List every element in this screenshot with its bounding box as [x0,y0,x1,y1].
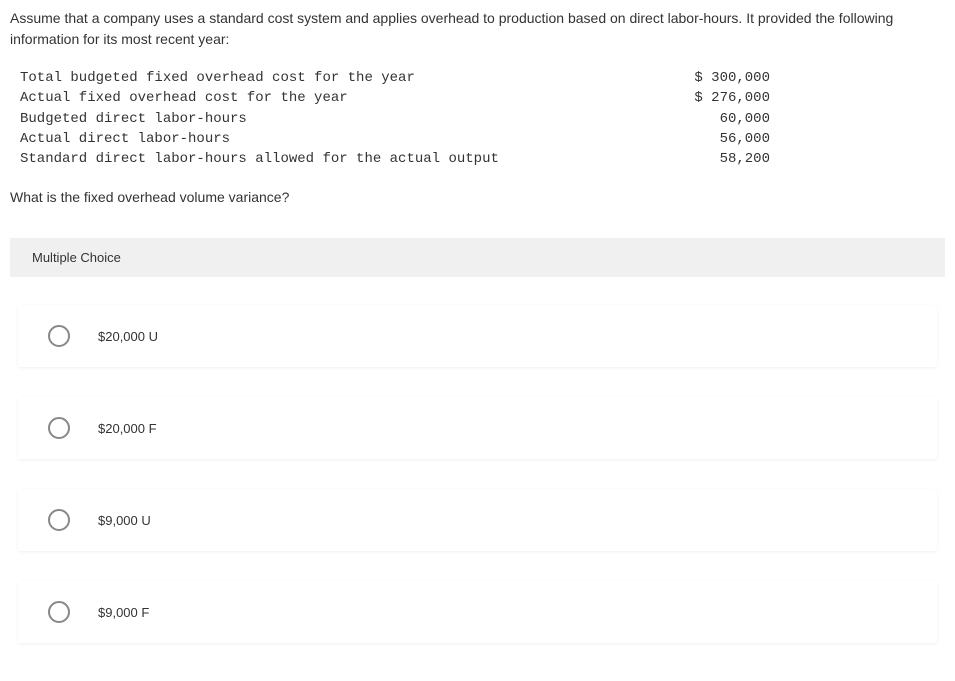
row-label: Budgeted direct labor-hours [20,109,640,129]
table-row: Budgeted direct labor-hours 60,000 [20,109,945,129]
row-label: Actual direct labor-hours [20,129,640,149]
option-label: $9,000 U [98,513,151,528]
row-value: 60,000 [640,109,770,129]
row-value: $ 276,000 [640,88,770,108]
row-label: Actual fixed overhead cost for the year [20,88,640,108]
question-text: What is the fixed overhead volume varian… [10,187,945,208]
row-value: 58,200 [640,149,770,169]
data-table: Total budgeted fixed overhead cost for t… [20,68,945,169]
row-label: Standard direct labor-hours allowed for … [20,149,640,169]
options-container: $20,000 U $20,000 F $9,000 U $9,000 F [10,305,945,643]
radio-icon[interactable] [48,509,70,531]
radio-icon[interactable] [48,417,70,439]
question-intro: Assume that a company uses a standard co… [10,8,945,50]
row-value: 56,000 [640,129,770,149]
answer-option[interactable]: $9,000 F [18,581,937,643]
option-label: $20,000 F [98,421,157,436]
answer-option[interactable]: $9,000 U [18,489,937,551]
option-label: $20,000 U [98,329,158,344]
answer-option[interactable]: $20,000 U [18,305,937,367]
radio-icon[interactable] [48,325,70,347]
table-row: Standard direct labor-hours allowed for … [20,149,945,169]
radio-icon[interactable] [48,601,70,623]
table-row: Actual fixed overhead cost for the year … [20,88,945,108]
row-label: Total budgeted fixed overhead cost for t… [20,68,640,88]
table-row: Actual direct labor-hours 56,000 [20,129,945,149]
multiple-choice-header: Multiple Choice [10,238,945,277]
table-row: Total budgeted fixed overhead cost for t… [20,68,945,88]
row-value: $ 300,000 [640,68,770,88]
answer-option[interactable]: $20,000 F [18,397,937,459]
option-label: $9,000 F [98,605,149,620]
